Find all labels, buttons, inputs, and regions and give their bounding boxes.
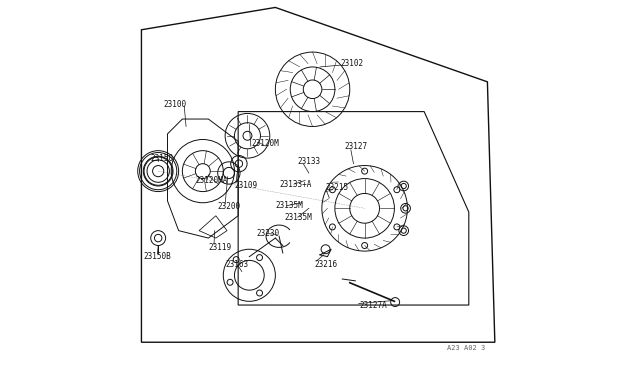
Text: 23127: 23127 — [344, 142, 367, 151]
Text: 23163: 23163 — [225, 260, 248, 269]
Text: 23150: 23150 — [151, 154, 174, 163]
Text: 23119: 23119 — [209, 243, 232, 252]
Text: 23200: 23200 — [218, 202, 241, 211]
Text: 23133+A: 23133+A — [279, 180, 312, 189]
Text: 23133: 23133 — [298, 157, 321, 166]
Text: 23230: 23230 — [257, 229, 280, 238]
Text: 23135M: 23135M — [275, 201, 303, 210]
Text: 23100: 23100 — [164, 100, 187, 109]
Text: A23 A02 3: A23 A02 3 — [447, 345, 486, 351]
Text: 23102: 23102 — [340, 60, 364, 68]
Text: 23215: 23215 — [326, 183, 349, 192]
Text: 23109: 23109 — [234, 181, 257, 190]
Text: 23120MA: 23120MA — [195, 176, 228, 185]
Text: 23127A: 23127A — [359, 301, 387, 310]
Text: 23216: 23216 — [314, 260, 337, 269]
Text: 23135M: 23135M — [285, 213, 312, 222]
Text: 23120M: 23120M — [251, 139, 279, 148]
Text: 23150B: 23150B — [143, 252, 171, 261]
